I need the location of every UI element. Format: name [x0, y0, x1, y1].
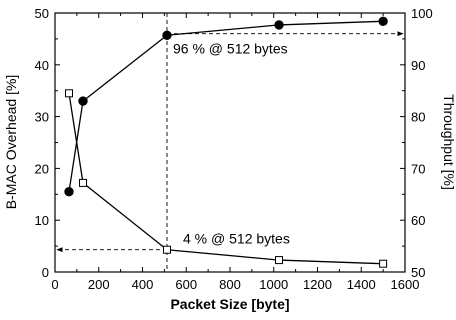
right-y-axis-title: Throughput [%] — [441, 94, 456, 190]
x-tick-label: 200 — [88, 277, 110, 292]
right-y-tick-label: 50 — [411, 265, 425, 280]
right-y-tick-label: 80 — [411, 110, 425, 125]
x-tick-label: 800 — [219, 277, 241, 292]
left-y-tick-label: 50 — [35, 6, 49, 21]
annotations: 96 % @ 512 bytes 4 % @ 512 bytes — [173, 41, 290, 247]
x-tick-label: 0 — [51, 277, 58, 292]
overhead-annotation: 4 % @ 512 bytes — [183, 231, 290, 247]
x-axis-title: Packet Size [byte] — [170, 296, 289, 312]
left-y-tick-label: 30 — [35, 110, 49, 125]
overhead-point — [379, 259, 388, 268]
throughput-point — [274, 20, 284, 30]
right-y-axis-ticks: 50 60 70 80 90 100 — [400, 6, 433, 280]
overhead-point — [163, 245, 171, 254]
right-y-tick-label: 60 — [411, 213, 425, 228]
overhead-point — [79, 178, 87, 187]
x-tick-label: 400 — [132, 277, 154, 292]
series-group — [64, 16, 388, 268]
x-tick-label: 1000 — [259, 277, 288, 292]
right-y-tick-label: 90 — [411, 58, 425, 73]
x-axis-ticks: 0 200 400 600 800 1000 1200 1400 1600 — [51, 13, 419, 292]
overhead-point — [65, 89, 73, 98]
throughput-point — [162, 30, 172, 40]
left-y-axis-ticks: 0 10 20 30 40 50 — [35, 6, 60, 280]
left-y-tick-label: 40 — [35, 58, 49, 73]
overhead-point — [275, 256, 283, 265]
left-y-axis-title: B-MAC Overhead [%] — [3, 75, 19, 210]
x-tick-label: 600 — [175, 277, 197, 292]
x-tick-label: 1400 — [347, 277, 376, 292]
right-y-tick-label: 70 — [411, 161, 425, 176]
right-y-tick-label: 100 — [411, 6, 433, 21]
left-y-tick-label: 0 — [42, 265, 49, 280]
left-y-tick-label: 10 — [35, 213, 49, 228]
x-tick-label: 1600 — [391, 277, 420, 292]
throughput-point — [78, 96, 88, 106]
throughput-annotation: 96 % @ 512 bytes — [173, 41, 288, 57]
x-tick-label: 1200 — [303, 277, 332, 292]
guide-lines — [56, 13, 404, 272]
left-y-tick-label: 20 — [35, 161, 49, 176]
throughput-point — [64, 187, 74, 197]
throughput-point — [378, 16, 388, 26]
